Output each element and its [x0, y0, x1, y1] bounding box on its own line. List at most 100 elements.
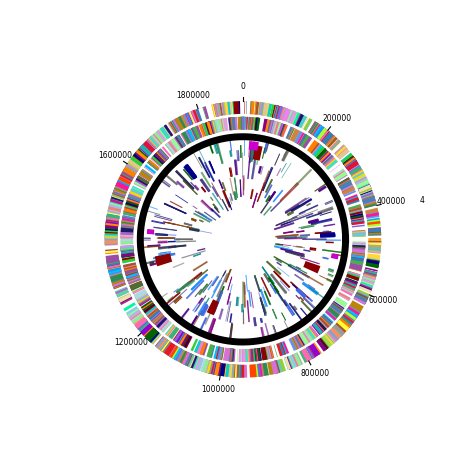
Polygon shape: [357, 183, 371, 192]
Polygon shape: [309, 326, 318, 337]
Polygon shape: [272, 105, 276, 118]
Polygon shape: [351, 217, 364, 222]
Polygon shape: [302, 137, 312, 149]
Polygon shape: [136, 292, 147, 300]
Polygon shape: [344, 280, 357, 287]
Polygon shape: [273, 105, 283, 119]
Polygon shape: [345, 194, 358, 201]
Polygon shape: [195, 109, 202, 121]
Polygon shape: [303, 261, 320, 273]
Polygon shape: [356, 180, 370, 191]
Polygon shape: [296, 334, 305, 347]
Polygon shape: [120, 245, 134, 251]
Polygon shape: [281, 124, 288, 137]
Polygon shape: [364, 203, 377, 209]
Text: 1800000: 1800000: [176, 91, 210, 100]
Polygon shape: [295, 113, 307, 128]
Polygon shape: [250, 101, 252, 114]
Polygon shape: [361, 281, 374, 287]
Polygon shape: [185, 353, 195, 367]
Polygon shape: [310, 123, 323, 137]
Polygon shape: [107, 262, 120, 270]
Polygon shape: [187, 129, 196, 142]
Polygon shape: [354, 175, 366, 182]
Polygon shape: [189, 112, 194, 124]
Polygon shape: [145, 305, 158, 318]
Polygon shape: [227, 364, 235, 377]
Polygon shape: [128, 157, 142, 170]
Polygon shape: [131, 284, 144, 292]
Polygon shape: [138, 297, 151, 306]
Polygon shape: [120, 297, 133, 305]
Polygon shape: [345, 159, 358, 170]
Polygon shape: [361, 191, 374, 201]
Polygon shape: [308, 121, 319, 134]
Polygon shape: [342, 187, 355, 195]
Polygon shape: [316, 339, 327, 352]
Polygon shape: [108, 265, 121, 272]
Polygon shape: [307, 343, 320, 358]
Polygon shape: [133, 315, 144, 325]
Polygon shape: [106, 213, 120, 221]
Polygon shape: [292, 354, 299, 367]
Polygon shape: [125, 164, 138, 173]
Polygon shape: [268, 120, 277, 134]
Polygon shape: [326, 334, 334, 344]
Polygon shape: [319, 151, 331, 163]
Polygon shape: [138, 297, 150, 306]
Polygon shape: [203, 359, 210, 373]
Polygon shape: [301, 330, 312, 344]
Polygon shape: [165, 324, 174, 335]
Polygon shape: [252, 142, 259, 151]
Polygon shape: [290, 337, 298, 350]
Polygon shape: [142, 170, 153, 178]
Polygon shape: [127, 195, 141, 204]
Polygon shape: [105, 231, 118, 239]
Polygon shape: [133, 316, 147, 329]
Polygon shape: [148, 161, 158, 170]
Polygon shape: [290, 128, 300, 142]
Polygon shape: [182, 131, 191, 144]
Polygon shape: [165, 143, 175, 155]
Polygon shape: [123, 210, 137, 215]
Polygon shape: [249, 141, 256, 150]
Polygon shape: [296, 114, 304, 127]
Polygon shape: [281, 341, 289, 355]
Polygon shape: [109, 269, 122, 276]
Polygon shape: [173, 329, 183, 342]
Polygon shape: [352, 249, 365, 251]
Polygon shape: [154, 152, 166, 164]
Polygon shape: [368, 245, 381, 246]
Polygon shape: [112, 193, 125, 198]
Polygon shape: [183, 114, 190, 127]
Polygon shape: [310, 326, 319, 336]
Polygon shape: [344, 278, 358, 286]
Polygon shape: [232, 101, 235, 114]
Polygon shape: [273, 121, 281, 135]
Polygon shape: [362, 195, 374, 201]
Polygon shape: [195, 357, 203, 371]
Polygon shape: [292, 112, 301, 125]
Polygon shape: [330, 303, 342, 313]
Polygon shape: [249, 117, 252, 130]
Polygon shape: [152, 155, 163, 166]
Polygon shape: [273, 122, 282, 135]
Polygon shape: [126, 271, 138, 275]
Polygon shape: [368, 238, 381, 246]
Polygon shape: [141, 300, 154, 311]
Polygon shape: [147, 308, 161, 320]
Polygon shape: [299, 134, 307, 146]
Polygon shape: [272, 105, 277, 118]
Polygon shape: [273, 121, 281, 135]
Polygon shape: [267, 120, 271, 133]
Polygon shape: [323, 155, 333, 165]
Polygon shape: [242, 365, 247, 378]
Polygon shape: [344, 309, 358, 321]
Polygon shape: [106, 217, 119, 224]
Polygon shape: [259, 102, 267, 116]
Polygon shape: [151, 311, 163, 324]
Polygon shape: [165, 143, 175, 154]
Polygon shape: [329, 304, 342, 315]
Polygon shape: [124, 206, 137, 211]
Polygon shape: [224, 364, 232, 377]
